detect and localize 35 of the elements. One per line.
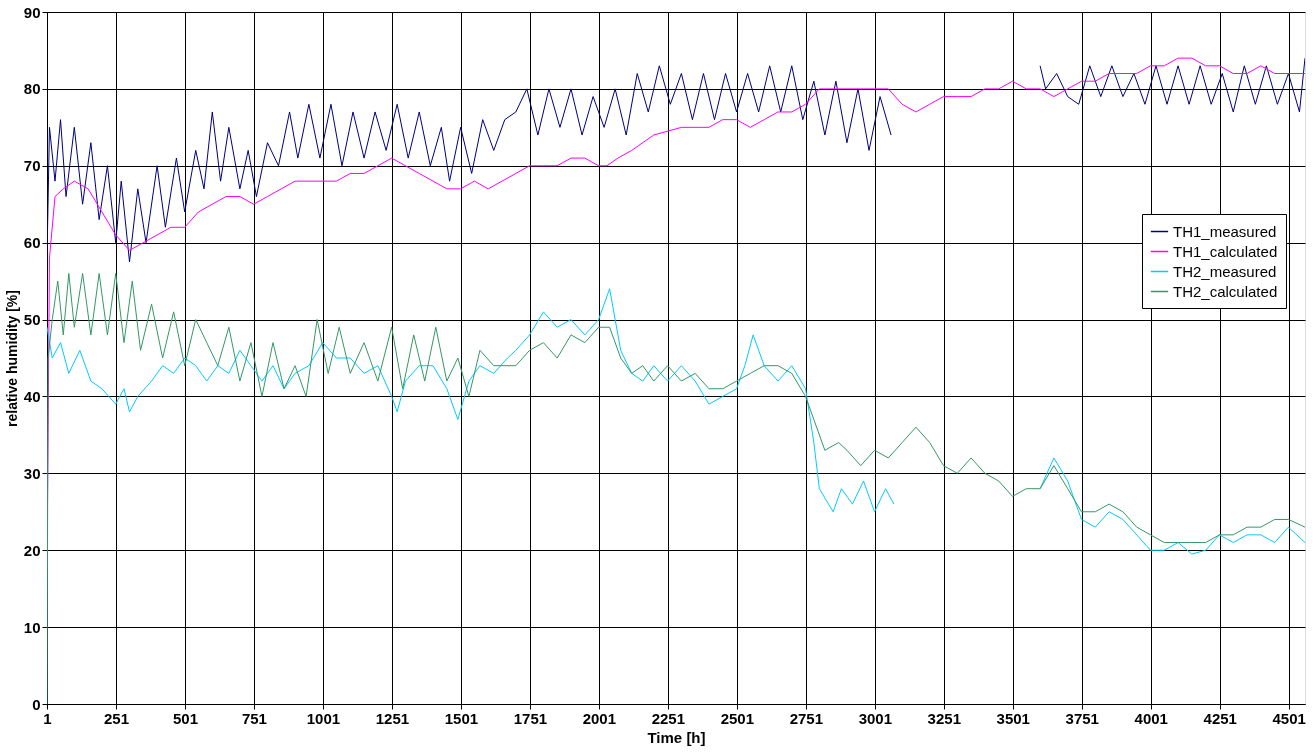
x-tick-label: 3751 xyxy=(1065,709,1099,727)
x-tick-label: 1001 xyxy=(306,709,341,727)
x-tick-label: 751 xyxy=(241,709,267,727)
x-tick-label: 3501 xyxy=(996,709,1030,727)
x-tick-label: 2251 xyxy=(651,709,686,727)
y-axis-title: relative humidity [%] xyxy=(3,290,20,427)
x-tick-label: 1 xyxy=(43,709,52,727)
x-tick-label: 251 xyxy=(103,709,129,727)
x-tick-label: 501 xyxy=(172,709,198,727)
x-tick-label: 3001 xyxy=(858,709,892,727)
x-tick-label: 4501 xyxy=(1272,709,1306,727)
legend-label: TH2_measured xyxy=(1173,262,1277,280)
y-tick-label: 60 xyxy=(23,234,41,252)
x-tick-label: 4001 xyxy=(1134,709,1168,727)
y-tick-label: 0 xyxy=(32,695,41,713)
x-axis-title: Time [h] xyxy=(647,728,706,746)
x-tick-label: 2751 xyxy=(789,709,824,727)
y-tick-label: 10 xyxy=(23,618,41,636)
legend-label: TH1_measured xyxy=(1173,222,1277,240)
y-tick-label: 30 xyxy=(23,464,41,482)
x-tick-label: 1251 xyxy=(375,709,410,727)
y-tick-label: 40 xyxy=(23,387,41,405)
x-tick-label: 1501 xyxy=(444,709,479,727)
y-tick-label: 50 xyxy=(23,311,41,329)
legend-label: TH1_calculated xyxy=(1173,242,1278,260)
y-tick-label: 90 xyxy=(23,3,41,21)
y-tick-label: 70 xyxy=(23,157,41,175)
x-tick-label: 2001 xyxy=(582,709,617,727)
y-tick-label: 20 xyxy=(23,541,41,559)
x-tick-label: 4251 xyxy=(1203,709,1237,727)
x-tick-label: 2501 xyxy=(720,709,755,727)
x-tick-label: 3251 xyxy=(927,709,961,727)
legend-label: TH2_calculated xyxy=(1173,282,1278,300)
x-tick-label: 1751 xyxy=(513,709,548,727)
y-tick-label: 80 xyxy=(23,80,41,98)
